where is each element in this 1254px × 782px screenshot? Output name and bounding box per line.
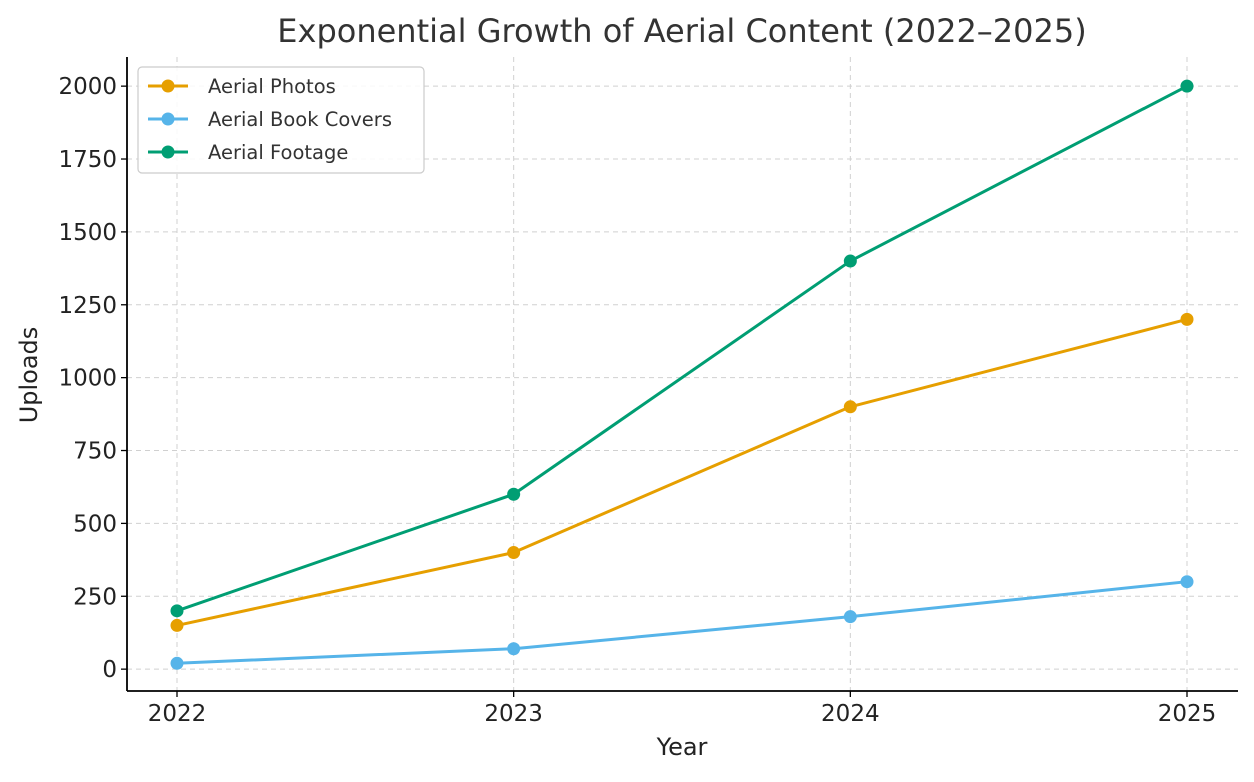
legend: Aerial Photos Aerial Book Covers Aerial Fo… xyxy=(137,66,425,174)
y-tick-label: 500 xyxy=(73,511,117,537)
grid xyxy=(127,57,1238,691)
legend-marker xyxy=(161,145,175,159)
x-tick-label: 2025 xyxy=(1158,701,1217,727)
series-line xyxy=(175,84,1189,613)
ticks: 0 250 500 750 1000 1250 1500 1750 2000 2022 2023 20… xyxy=(58,74,1216,727)
data-point xyxy=(843,400,857,414)
legend-marker xyxy=(161,112,175,126)
x-axis-label: Year xyxy=(656,733,708,761)
y-tick-label: 0 xyxy=(102,657,117,683)
y-tick-label: 2000 xyxy=(58,74,117,100)
y-tick-label: 1500 xyxy=(58,220,117,246)
data-point xyxy=(843,254,857,268)
x-tick-label: 2023 xyxy=(484,701,543,727)
y-axis-label: Uploads xyxy=(15,327,43,424)
data-point xyxy=(170,656,184,670)
axes xyxy=(126,57,1238,692)
data-point xyxy=(507,546,521,560)
x-tick-label: 2024 xyxy=(821,701,880,727)
series-aerial-footage xyxy=(170,79,1194,618)
data-point xyxy=(843,610,857,624)
data-point xyxy=(170,618,184,632)
y-tick-label: 1000 xyxy=(58,366,117,392)
data-point xyxy=(170,604,184,618)
legend-label: Aerial Footage xyxy=(208,141,348,164)
data-point xyxy=(1180,79,1194,93)
chart-title: Exponential Growth of Aerial Content (20… xyxy=(277,12,1086,50)
y-tick-label: 1750 xyxy=(58,147,117,173)
series-line xyxy=(175,317,1189,627)
data-point xyxy=(1180,575,1194,589)
y-tick-label: 250 xyxy=(73,584,117,610)
data-point xyxy=(507,487,521,501)
legend-box xyxy=(137,66,425,174)
series-layer xyxy=(170,79,1194,670)
y-tick-label: 1250 xyxy=(58,293,117,319)
legend-label: Aerial Photos xyxy=(208,75,336,98)
series-aerial-book-covers xyxy=(170,575,1194,670)
y-tick-label: 750 xyxy=(73,439,117,465)
legend-label: Aerial Book Covers xyxy=(208,108,392,131)
data-point xyxy=(507,642,521,656)
data-point xyxy=(1180,312,1194,326)
legend-marker xyxy=(161,79,175,93)
series-line xyxy=(175,580,1189,665)
series-aerial-photos xyxy=(170,312,1194,632)
x-tick-label: 2022 xyxy=(148,701,207,727)
